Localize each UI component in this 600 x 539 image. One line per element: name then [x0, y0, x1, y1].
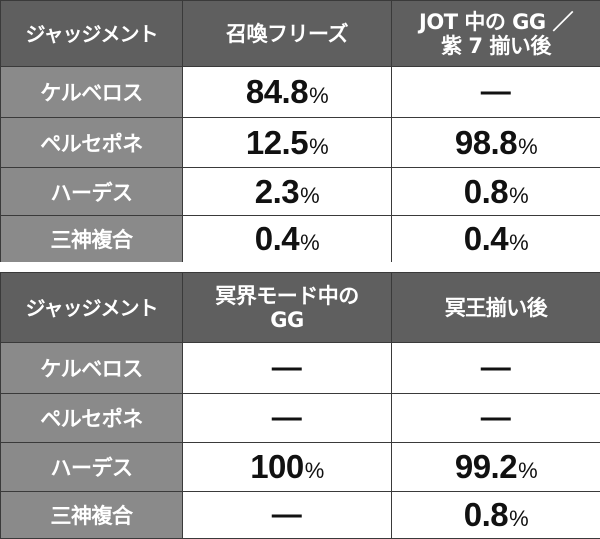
value-cell: 0.8% — [392, 168, 600, 216]
table-row: ケルベロス — — — [1, 343, 600, 394]
percent-unit: % — [509, 230, 528, 255]
corner-header: ジャッジメント — [1, 273, 183, 343]
row-header: ハーデス — [1, 443, 183, 492]
percent-unit: % — [518, 134, 537, 159]
table-row: 三神複合 0.4% 0.4% — [1, 216, 600, 263]
percent-unit: % — [309, 83, 328, 108]
value: — — [481, 401, 511, 434]
value: 12.5 — [246, 124, 308, 161]
value-cell: 98.8% — [392, 118, 600, 168]
value: 84.8 — [246, 73, 308, 110]
row-header: 三神複合 — [1, 492, 183, 539]
value-cell: — — [392, 343, 600, 394]
value-cell: 2.3% — [183, 168, 392, 216]
table-row: ハーデス 2.3% 0.8% — [1, 168, 600, 216]
value-cell: 84.8% — [183, 67, 392, 118]
row-header: ケルベロス — [1, 67, 183, 118]
percent-unit: % — [509, 506, 528, 531]
value-cell: 0.4% — [183, 216, 392, 263]
column-header-jot-gg: JOT 中の GG ／ 紫 7 揃い後 — [392, 1, 600, 67]
row-header: ペルセポネ — [1, 118, 183, 168]
table-row: ペルセポネ — — — [1, 394, 600, 443]
value: 99.2 — [455, 448, 517, 485]
column-header-summon-freeze: 召喚フリーズ — [183, 1, 392, 67]
value: 0.4 — [255, 220, 299, 257]
value: — — [272, 498, 302, 531]
column-header-line: JOT 中の GG ／ — [392, 10, 600, 34]
value-cell: 12.5% — [183, 118, 392, 168]
value-cell: — — [392, 67, 600, 118]
value-cell: 0.4% — [392, 216, 600, 263]
value: — — [272, 401, 302, 434]
column-header-line: 紫 7 揃い後 — [392, 34, 600, 58]
percent-unit: % — [509, 183, 528, 208]
value-cell: — — [183, 343, 392, 394]
value-cell: — — [183, 492, 392, 539]
table-row: 三神複合 — 0.8% — [1, 492, 600, 539]
value-cell: 99.2% — [392, 443, 600, 492]
percent-unit: % — [309, 134, 328, 159]
value-cell: 100% — [183, 443, 392, 492]
value: 0.8 — [464, 173, 508, 210]
value: 2.3 — [255, 173, 299, 210]
percent-unit: % — [300, 183, 319, 208]
value: — — [481, 351, 511, 384]
row-header: ハーデス — [1, 168, 183, 216]
value: 0.4 — [464, 220, 508, 257]
column-header-line: 冥界モード中の — [183, 284, 391, 308]
table-row: ペルセポネ 12.5% 98.8% — [1, 118, 600, 168]
percent-unit: % — [300, 230, 319, 255]
value: — — [481, 75, 511, 108]
value: 100 — [250, 448, 304, 485]
value: 98.8 — [455, 124, 517, 161]
value-cell: — — [183, 394, 392, 443]
row-header: ペルセポネ — [1, 394, 183, 443]
value-cell: — — [392, 394, 600, 443]
column-header-line: GG — [183, 308, 391, 332]
table-row: ケルベロス 84.8% — — [1, 67, 600, 118]
value-cell: 0.8% — [392, 492, 600, 539]
column-header-meiou-soroi: 冥王揃い後 — [392, 273, 600, 343]
percent-unit: % — [305, 458, 324, 483]
table-header-row: ジャッジメント 召喚フリーズ JOT 中の GG ／ 紫 7 揃い後 — [1, 1, 600, 67]
value: — — [272, 351, 302, 384]
table-header-row: ジャッジメント 冥界モード中の GG 冥王揃い後 — [1, 273, 600, 343]
corner-header: ジャッジメント — [1, 1, 183, 67]
table-row: ハーデス 100% 99.2% — [1, 443, 600, 492]
row-header: 三神複合 — [1, 216, 183, 263]
table-divider — [0, 262, 600, 272]
row-header: ケルベロス — [1, 343, 183, 394]
judgment-table-2: ジャッジメント 冥界モード中の GG 冥王揃い後 ケルベロス — — ペルセポネ… — [0, 272, 600, 539]
column-header-meikai-mode-gg: 冥界モード中の GG — [183, 273, 392, 343]
judgment-table-1: ジャッジメント 召喚フリーズ JOT 中の GG ／ 紫 7 揃い後 ケルベロス… — [0, 0, 600, 263]
value: 0.8 — [464, 496, 508, 533]
percent-unit: % — [518, 458, 537, 483]
